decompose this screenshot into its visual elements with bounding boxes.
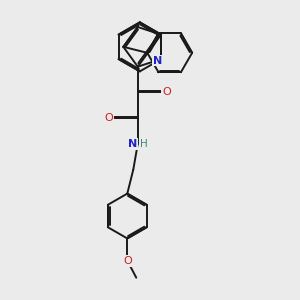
- Text: H: H: [140, 139, 148, 149]
- Text: N: N: [153, 56, 162, 66]
- Text: N: N: [128, 139, 138, 149]
- Text: O: O: [105, 113, 113, 123]
- Text: O: O: [162, 87, 171, 98]
- Text: O: O: [123, 256, 132, 266]
